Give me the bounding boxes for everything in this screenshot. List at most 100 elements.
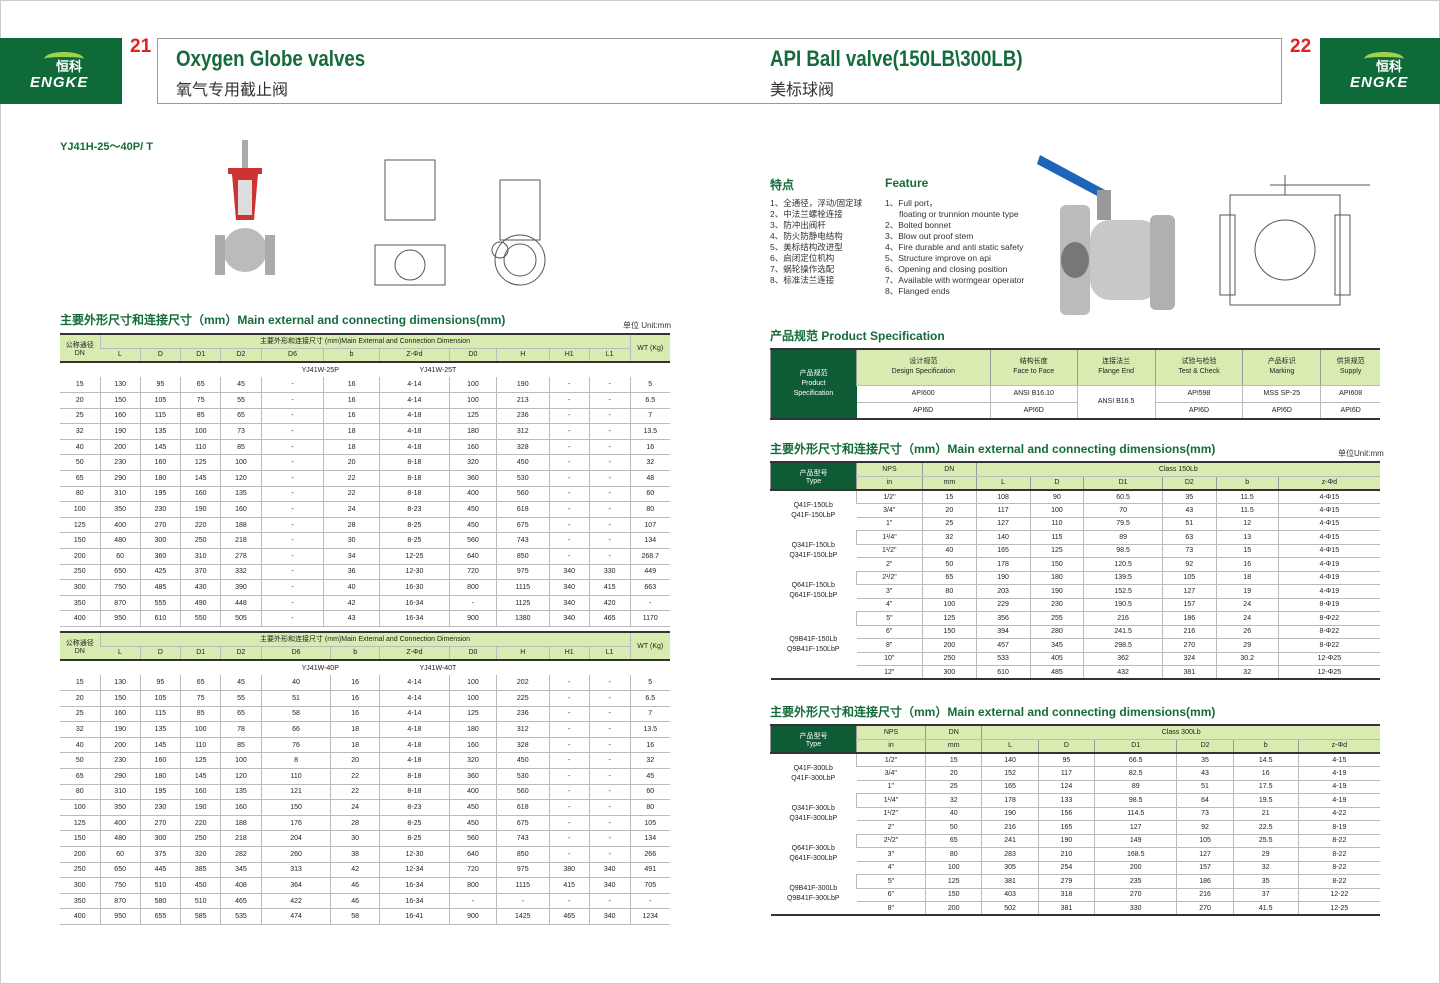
table-cell: 100 (448, 377, 497, 394)
table-cell: 98.5 (1094, 793, 1177, 808)
table-cell: 8-25 (378, 815, 450, 832)
table-cell: 8-18 (378, 486, 450, 503)
table-cell: 313 (260, 862, 331, 879)
table-cell: - (629, 893, 670, 910)
table-cell: 4-18 (378, 408, 450, 425)
table-row: 25 160 115 85 65 58 16 4-14 125 236- -7 (60, 706, 670, 723)
table-cell: 320 (448, 752, 497, 770)
table-cell: 320 (180, 846, 221, 863)
type-label: Q341F-150LbP (789, 551, 838, 559)
type-label: Q341F-300LbP (789, 814, 838, 822)
table-cell: 25 (921, 517, 977, 531)
table-row: 40 200 145 110 85-18 4-18 160 328- -16 (60, 439, 670, 456)
table-cell: 3/4" (856, 503, 923, 518)
table-cell: 150 (921, 625, 977, 639)
table-cell: 4-18 (378, 439, 450, 456)
table-cell: 370 (180, 564, 221, 581)
table-cell: 35 (1176, 753, 1234, 767)
table-cell: 80 (629, 799, 670, 816)
table-cell: 425 (139, 564, 181, 581)
table-row: 100 350 230 190 160 150 24 8-23 450 618- -80 (60, 799, 670, 816)
table-cell: 8" (856, 638, 923, 653)
dn-unit: mm (925, 739, 982, 754)
table-cell: 130 (99, 675, 141, 692)
table-row: 350 870 580 510 465 422 46 16-34- - - - - (60, 893, 670, 910)
title-box (157, 38, 1282, 104)
features-cn-title: 特点 (770, 178, 795, 192)
table-cell: 140 (975, 530, 1031, 545)
table-cell: 580 (139, 893, 181, 910)
table-cell: 465 (548, 908, 590, 925)
table-cell: 8-22 (1297, 861, 1380, 875)
table-cell: 200 (99, 439, 141, 456)
table-cell: 180 (448, 423, 497, 440)
table-cell: 188 (220, 815, 262, 832)
table-cell: 80 (60, 784, 100, 801)
table-row: 3" 80 283 210 168.5 127 29 8-22 (771, 847, 1380, 862)
table-cell: 8-25 (378, 532, 450, 550)
column-header: L (100, 348, 141, 363)
table-cell: 270 (1094, 888, 1177, 902)
table-cell: 8-18 (378, 768, 450, 785)
table-cell: 1" (856, 517, 923, 531)
table-cell: 95 (139, 675, 181, 692)
table-cell: 100 (925, 861, 982, 875)
table-cell: - (548, 815, 590, 832)
table-cell: 449 (629, 564, 670, 581)
table-cell: 330 (1094, 901, 1177, 916)
table-cell: 41.5 (1232, 901, 1299, 916)
table-cell: - (548, 721, 590, 738)
table-row: Q341F-150Lb Q341F-150LbP 1¹/4" 32 140 115 89 63… (771, 530, 1380, 559)
table-cell: 45 (220, 377, 262, 394)
type-cell: Q641F-150Lb Q641F-150LbP (771, 571, 857, 612)
feature-item-en: 2、Bolted bonnet (885, 220, 951, 230)
right-unit: 单位Unit:mm (1338, 449, 1384, 458)
table-cell: - (548, 675, 590, 692)
table-cell: 720 (448, 564, 497, 581)
table-cell: 32 (1215, 665, 1279, 680)
column-header: L1 (588, 646, 630, 661)
table-cell: 19.5 (1232, 793, 1299, 808)
table-cell: 450 (495, 752, 550, 770)
spec-cell: API608 (1320, 385, 1380, 403)
table-cell: 11.5 (1215, 490, 1279, 504)
spec-column-line: 试验与检验 (1181, 358, 1217, 366)
table-cell: 332 (220, 564, 262, 581)
type-label: Q9B41F-300Lb (789, 885, 838, 893)
table-cell: 415 (548, 877, 590, 894)
table-cell: 22 (330, 768, 380, 785)
brand-logo-right: 恒科 ENGKE (1320, 38, 1440, 104)
table-cell: 340 (548, 595, 590, 612)
table-cell: 4-14 (378, 392, 450, 409)
table-cell: 743 (495, 532, 550, 550)
table-cell: 4-Φ15 (1277, 530, 1380, 545)
table-cell: - (260, 408, 324, 425)
table-cell: 60.5 (1083, 490, 1163, 504)
table-cell: 160 (180, 784, 221, 801)
spec-column-line: Supply (1339, 368, 1362, 376)
table-row: 1" 25 127 110 79.5 51 12 4-Φ15 (771, 517, 1380, 531)
table-cell: 1¹/2" (856, 807, 926, 821)
table-cell: 10" (856, 652, 923, 666)
table-cell: 150 (1029, 557, 1084, 572)
table-cell: 340 (548, 610, 590, 627)
table-cell: 80 (629, 501, 670, 518)
table-row: 200 60 375 320 282 260 38 12-30 640 850- -266 (60, 846, 670, 863)
table-cell: 2¹/2" (856, 571, 923, 585)
table-cell: 3" (856, 847, 926, 862)
table-cell: - (588, 799, 630, 816)
table-cell: - (260, 439, 324, 456)
table-cell: - (548, 439, 590, 456)
table-cell: 73 (1161, 544, 1217, 558)
spec-column-line: Design Specification (891, 368, 956, 376)
table-cell: 11.5 (1215, 503, 1279, 518)
table-cell: - (588, 392, 630, 409)
table-cell: 350 (60, 595, 100, 612)
model-name: YJ41W-25P (301, 366, 339, 374)
table-row: 6" 150 403 318 270 216 37 12-22 (771, 888, 1380, 902)
table-cell: 4-14 (378, 706, 450, 723)
table-cell: 250 (921, 652, 977, 666)
table-cell: 8-22 (1297, 847, 1380, 862)
table-cell: 218 (220, 532, 262, 550)
table-cell: 12-25 (1297, 901, 1380, 916)
